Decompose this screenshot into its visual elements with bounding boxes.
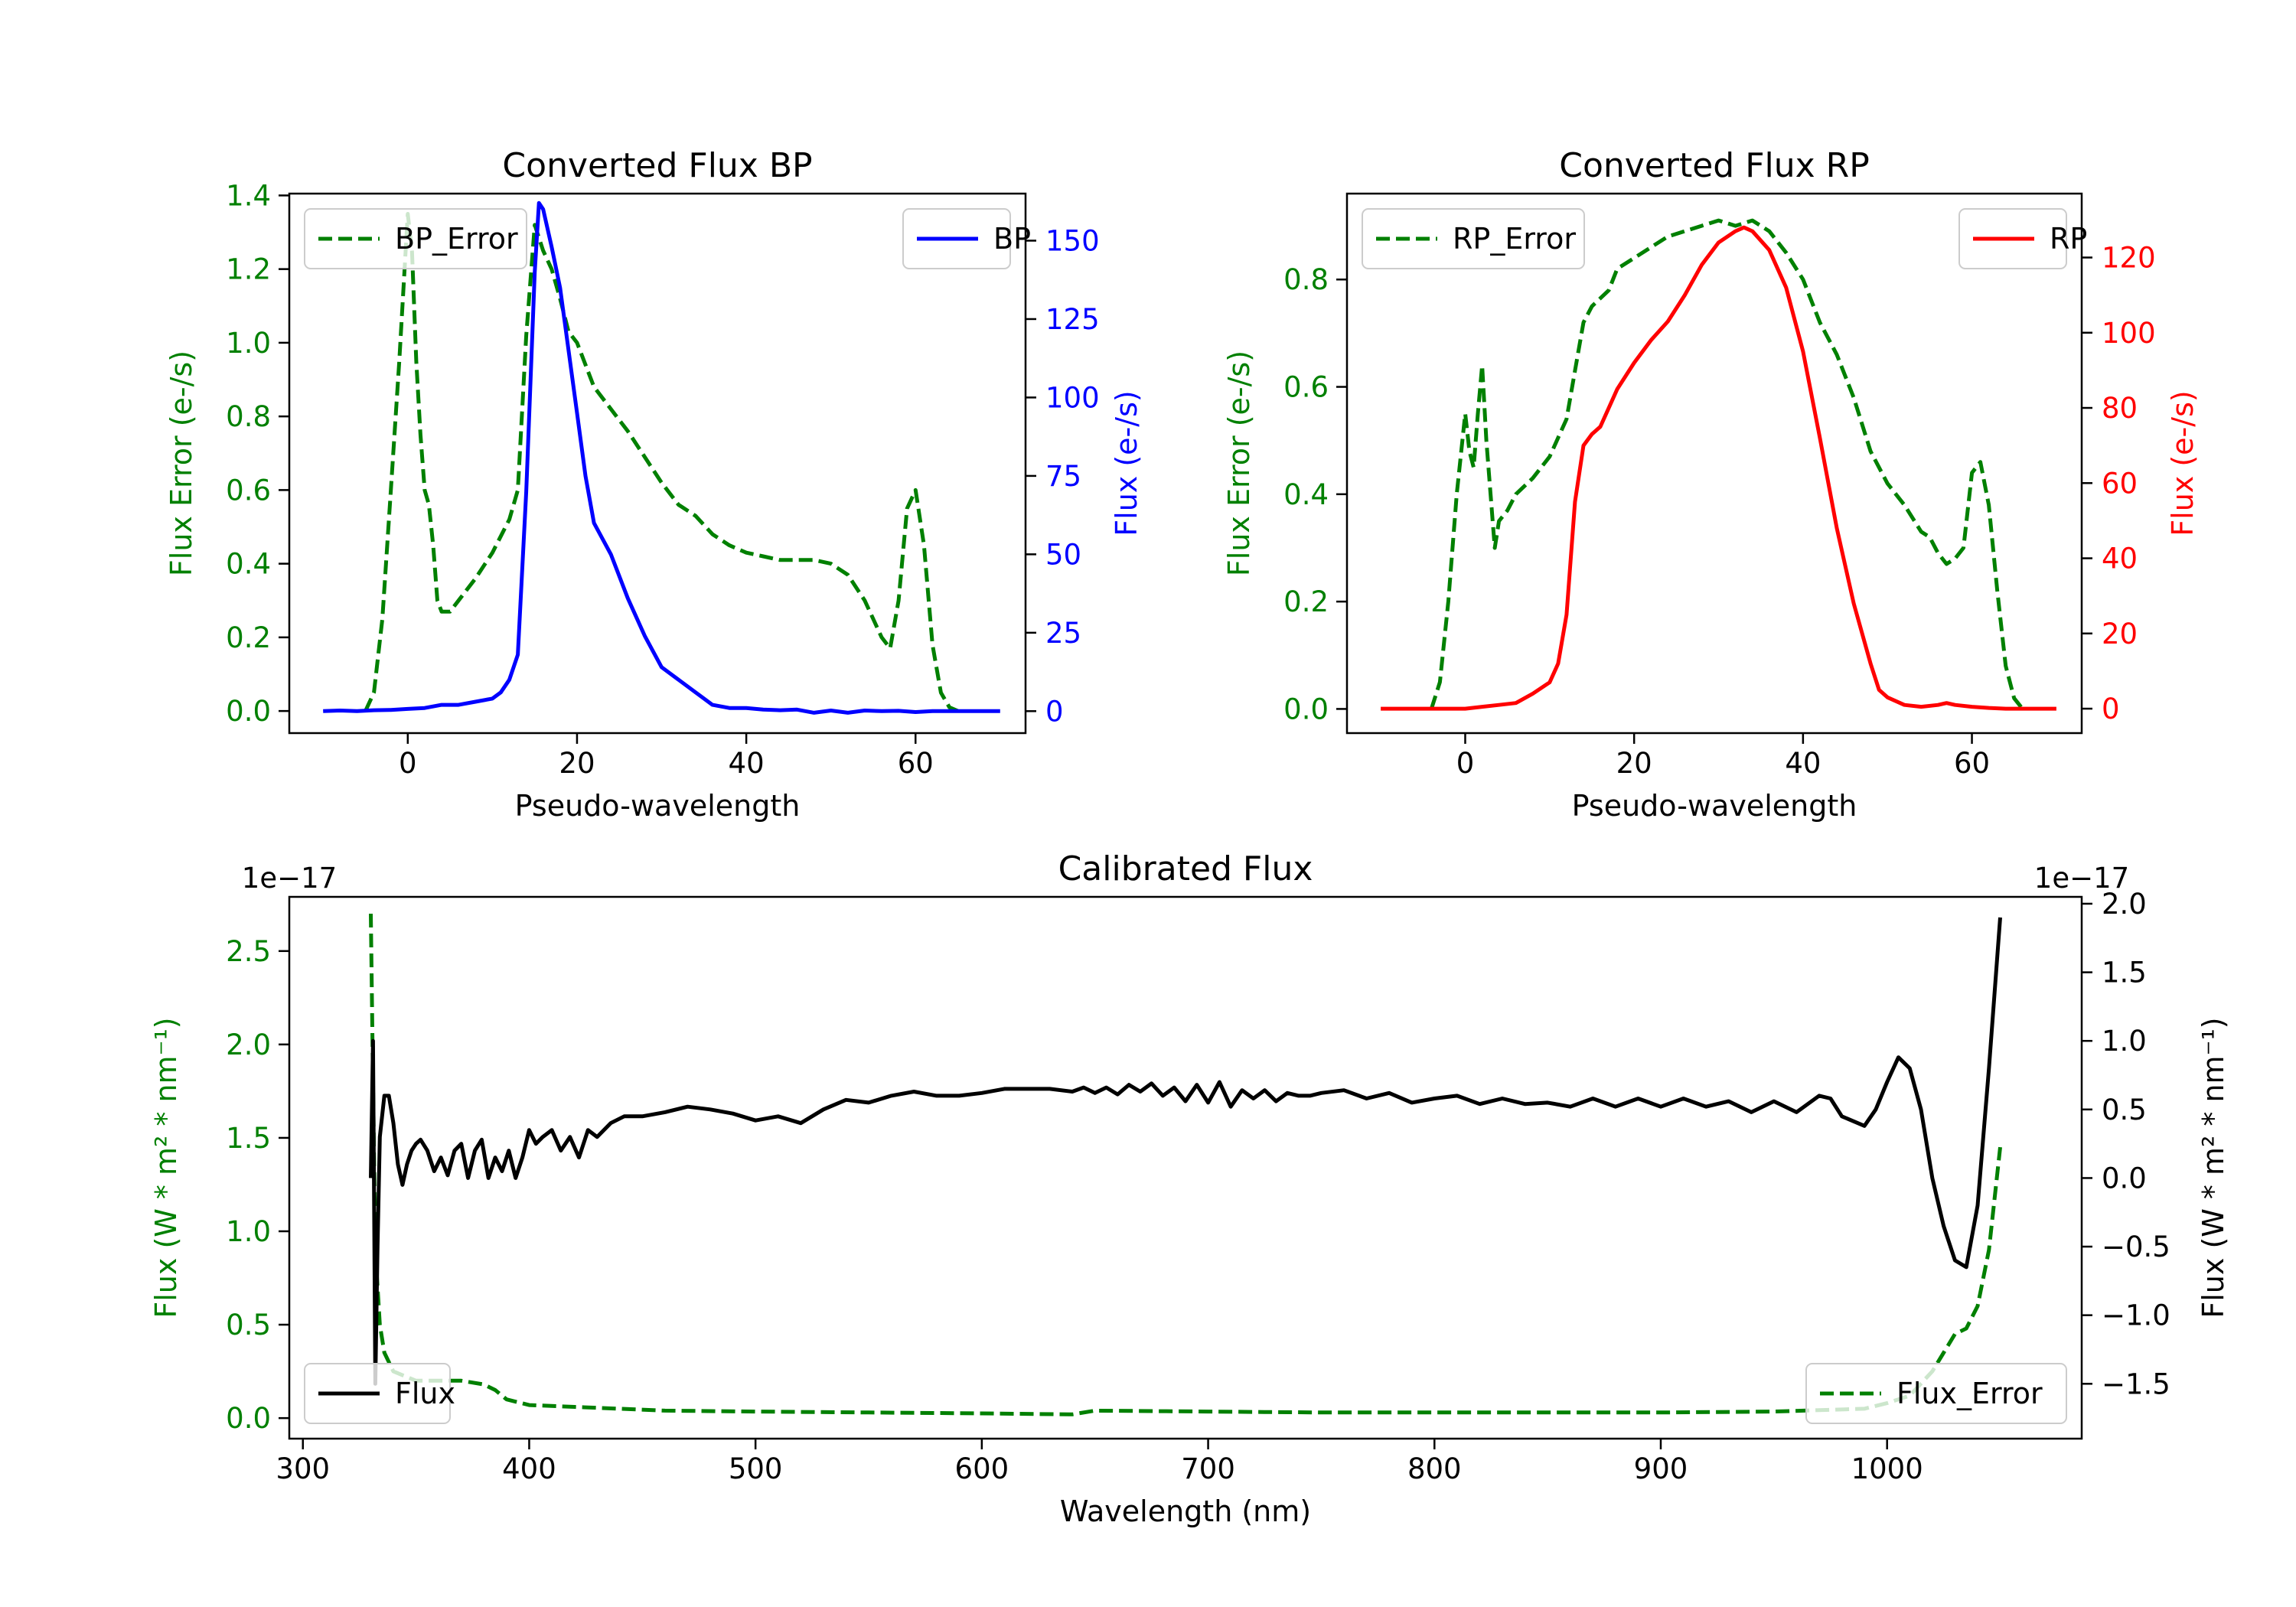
y-right-tick-label: 0.0 [2102,1162,2147,1195]
y-right-tick-label: 0 [1045,695,1064,728]
series-line-rp [1381,225,2056,711]
x-tick-label: 700 [1181,1452,1235,1485]
y-left-axis-label: Flux Error (e-/s) [165,350,198,576]
y-left-tick-label: 0.6 [1283,371,1329,404]
y-left-tick-label: 1.2 [226,253,271,286]
y-right-tick-label: 25 [1045,617,1081,650]
y-right-tick-label: 40 [2102,543,2138,575]
y-right-tick-label: 0 [2102,693,2120,725]
y-left-tick-label: 0.0 [226,1402,271,1435]
y-left-tick-label: 0.6 [226,474,271,507]
y-left-axis-label: Flux Error (e-/s) [1222,350,1256,576]
chart-bp: Converted Flux BP 0 20 40 60 Pseudo-wavelengt… [165,146,1143,823]
axes-frame [288,192,1027,735]
series-line-bp-error [364,212,959,713]
y-right-tick-label: 20 [2102,618,2138,650]
axes-frame [1345,192,2083,735]
series-line-rp-error [1429,218,2024,710]
y-left-tick-label: 2.5 [226,935,271,968]
chart-title: Converted Flux BP [502,146,812,185]
x-tick-label: 500 [729,1452,783,1485]
y-left-tick-label: 2.0 [226,1028,271,1061]
legend-label: RP [2050,222,2087,256]
legend-bp: BP [902,208,1031,269]
legend-rp: RP [1958,208,2087,269]
legend-box [1362,208,1585,269]
y-right-axis-label: Flux (W * m² * nm⁻¹) [2197,1017,2230,1318]
y-left-tick-label: 0.2 [226,621,271,654]
y-right-tick-label: −1.0 [2102,1299,2170,1332]
y-right-tick-label: 100 [1045,381,1100,414]
x-tick-label: 0 [1456,747,1475,780]
x-tick-label: 300 [276,1452,330,1485]
x-tick-label: 400 [502,1452,556,1485]
chart-title: Calibrated Flux [1058,849,1313,888]
legend-rp-error: RP_Error [1362,208,1585,269]
y-right-tick-label: 75 [1045,460,1081,493]
legend-label: RP_Error [1453,222,1576,256]
y-left-tick-label: 0.4 [1283,478,1329,511]
x-axis-label: Wavelength (nm) [1060,1495,1311,1528]
x-tick-label: 60 [898,747,934,780]
y-left-tick-label: 1.4 [226,179,271,212]
y-right-tick-label: 120 [2102,242,2156,275]
x-tick-label: 40 [1785,747,1821,780]
y-right-axis-label: Flux (e-/s) [2166,390,2200,536]
y-right-tick-label: 0.5 [2102,1094,2147,1126]
y-left-tick-label: 0.8 [226,400,271,433]
y-right-tick-label: 1.0 [2102,1025,2147,1058]
x-tick-label: 20 [1616,747,1652,780]
x-tick-label: 600 [955,1452,1009,1485]
legend-label: Flux_Error [1896,1377,2043,1410]
y-left-tick-label: 1.0 [226,1215,271,1248]
x-axis-label: Pseudo-wavelength [1572,789,1857,823]
y-right-offset-text: 1e−17 [2034,862,2129,895]
y-right-tick-label: 2.0 [2102,888,2147,921]
y-right-tick-label: −0.5 [2102,1231,2170,1263]
x-tick-label: 1000 [1851,1452,1923,1485]
x-tick-label: 800 [1407,1452,1462,1485]
x-tick-label: 20 [559,747,595,780]
y-left-tick-label: 0.5 [226,1309,271,1341]
chart-rp: Converted Flux RP 0 20 40 60 Pseudo-wavelengt… [1222,146,2200,823]
chart-title: Converted Flux RP [1559,146,1870,185]
x-tick-label: 0 [399,747,417,780]
legend-box [1805,1363,2067,1424]
legend-box [304,208,527,269]
y-left-offset-text: 1e−17 [242,862,337,895]
x-axis-label: Pseudo-wavelength [515,789,801,823]
legend-label: BP [993,222,1031,256]
y-left-tick-label: 1.0 [226,327,271,360]
legend-flux-error: Flux_Error [1805,1363,2067,1424]
y-right-tick-label: 60 [2102,467,2138,500]
chart-cal: Calibrated Flux 300 400 500 600 700 800 900 1000… [149,849,2230,1528]
series-line-flux [369,917,2002,1386]
y-left-tick-label: 1.5 [226,1122,271,1155]
axes-frame [288,895,2083,1440]
series-line-flux-error [369,913,2002,1416]
legend-label: BP_Error [395,222,518,256]
x-tick-label: 60 [1954,747,1990,780]
legend-flux: Flux [304,1363,455,1424]
y-right-tick-label: −1.5 [2102,1367,2170,1400]
y-right-tick-label: 80 [2102,392,2138,425]
y-right-tick-label: 100 [2102,317,2156,350]
y-left-tick-label: 0.0 [226,695,271,728]
y-right-tick-label: 125 [1045,303,1100,336]
y-left-tick-label: 0.8 [1283,263,1329,296]
y-right-tick-label: 150 [1045,224,1100,257]
x-tick-label: 900 [1634,1452,1688,1485]
y-left-tick-label: 0.2 [1283,585,1329,618]
y-left-axis-label: Flux (W * m² * nm⁻¹) [149,1017,183,1318]
y-right-tick-label: 50 [1045,538,1081,571]
y-left-tick-label: 0.4 [226,548,271,581]
legend-bp-error: BP_Error [304,208,527,269]
y-right-tick-label: 1.5 [2102,957,2147,989]
legend-label: Flux [395,1377,455,1410]
series-line-bp [323,200,1000,715]
x-tick-label: 40 [729,747,765,780]
y-right-axis-label: Flux (e-/s) [1110,390,1143,536]
y-left-tick-label: 0.0 [1283,693,1329,725]
